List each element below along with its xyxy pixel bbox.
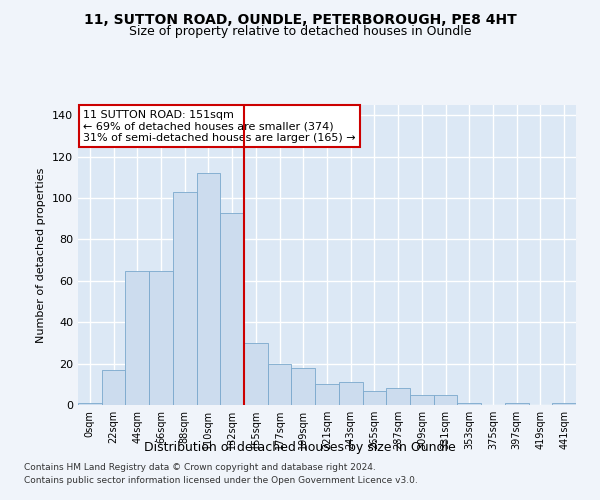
Text: 11, SUTTON ROAD, OUNDLE, PETERBOROUGH, PE8 4HT: 11, SUTTON ROAD, OUNDLE, PETERBOROUGH, P…: [83, 12, 517, 26]
Bar: [410, 394, 434, 405]
Bar: [173, 192, 197, 405]
Text: 11 SUTTON ROAD: 151sqm
← 69% of detached houses are smaller (374)
31% of semi-de: 11 SUTTON ROAD: 151sqm ← 69% of detached…: [83, 110, 356, 142]
Bar: [457, 403, 481, 405]
Bar: [386, 388, 410, 405]
Bar: [292, 368, 315, 405]
Bar: [505, 403, 529, 405]
Bar: [268, 364, 292, 405]
Bar: [125, 270, 149, 405]
Bar: [552, 403, 576, 405]
Bar: [362, 390, 386, 405]
Text: Contains HM Land Registry data © Crown copyright and database right 2024.: Contains HM Land Registry data © Crown c…: [24, 464, 376, 472]
Bar: [220, 212, 244, 405]
Bar: [197, 174, 220, 405]
Bar: [78, 403, 102, 405]
Bar: [244, 343, 268, 405]
Text: Distribution of detached houses by size in Oundle: Distribution of detached houses by size …: [144, 441, 456, 454]
Text: Size of property relative to detached houses in Oundle: Size of property relative to detached ho…: [129, 25, 471, 38]
Y-axis label: Number of detached properties: Number of detached properties: [37, 168, 46, 342]
Bar: [339, 382, 362, 405]
Bar: [149, 270, 173, 405]
Text: Contains public sector information licensed under the Open Government Licence v3: Contains public sector information licen…: [24, 476, 418, 485]
Bar: [434, 394, 457, 405]
Bar: [102, 370, 125, 405]
Bar: [315, 384, 339, 405]
